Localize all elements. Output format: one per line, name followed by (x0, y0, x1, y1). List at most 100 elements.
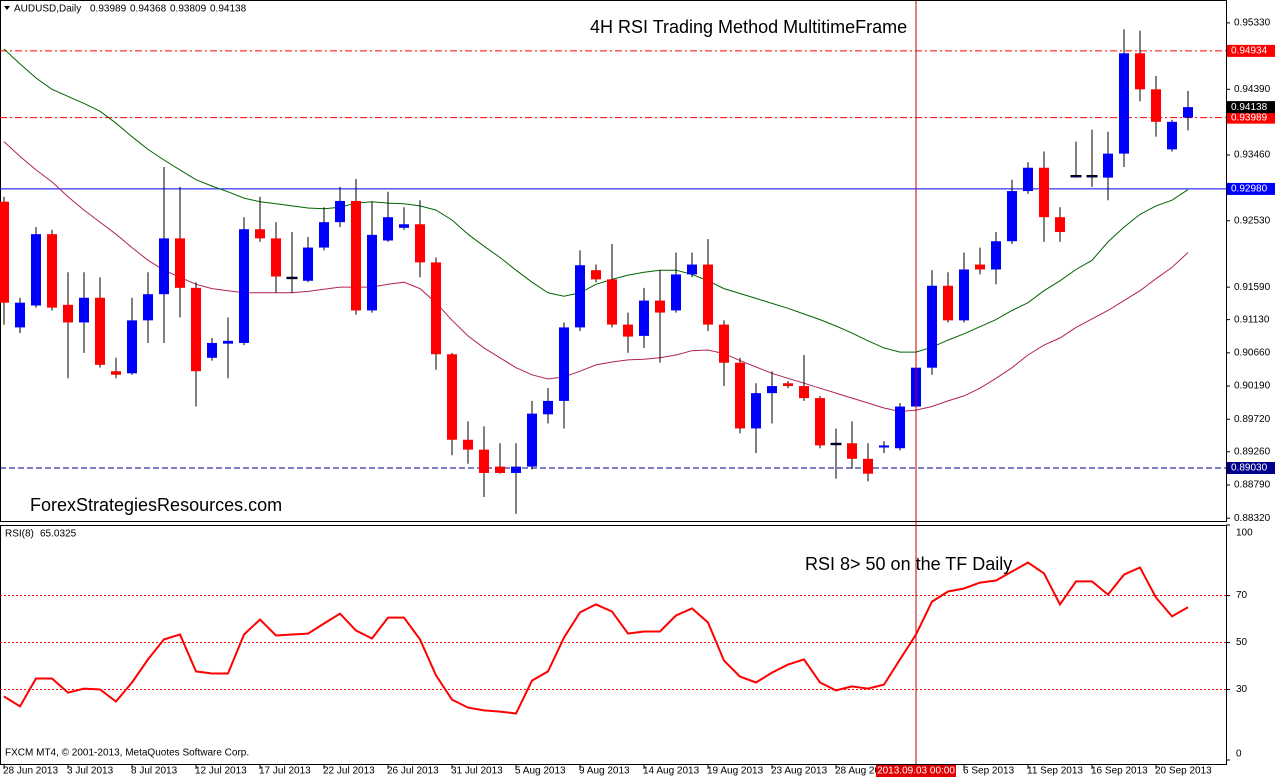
candle-body-down (719, 324, 729, 363)
moving-average (3, 141, 1189, 413)
x-tick-label: 26 Jul 2013 (387, 766, 439, 777)
candle-body-down (607, 279, 617, 325)
candle-body-up (79, 297, 89, 323)
candle-body-down (351, 200, 361, 311)
candle-body-up (575, 265, 585, 328)
y-tick-label: 0.89260 (1234, 446, 1271, 457)
candle-body-down (655, 300, 665, 313)
ohlc-open: 0.93989 (90, 4, 127, 15)
current-price-label: 0.94138 (1231, 102, 1268, 113)
y-tick-label: 0.90660 (1234, 347, 1271, 358)
candle-body-down (1055, 217, 1065, 233)
x-tick-label: 19 Aug 2013 (707, 766, 764, 777)
level-label: 0.92980 (1231, 184, 1268, 195)
candle-body-down (479, 449, 489, 473)
candle-body-down (975, 264, 985, 270)
candle-body-down (111, 371, 121, 375)
candle-body-up (1183, 107, 1193, 118)
candle-body-down (847, 443, 857, 459)
candle-body-up (879, 445, 889, 448)
candle-body-up (1070, 175, 1082, 178)
candle-body-up (127, 320, 137, 374)
x-tick-label: 8 Jul 2013 (131, 766, 178, 777)
watermark: ForexStrategiesResources.com (30, 495, 282, 515)
y-tick-label: 0.93460 (1234, 150, 1271, 161)
y-tick-label: 0.89720 (1234, 414, 1271, 425)
candle-body-up (1023, 167, 1033, 192)
y-tick-label: 0.92530 (1234, 215, 1271, 226)
level-marker (1227, 111, 1275, 124)
rsi-current: 65.0325 (40, 529, 77, 540)
candle-body-down (255, 229, 265, 239)
x-highlight (876, 765, 956, 777)
x-tick-label: 9 Aug 2013 (579, 766, 630, 777)
level-label: 0.93989 (1231, 112, 1268, 123)
y-tick-label: 0 (1236, 749, 1242, 760)
candle-body-up (830, 442, 842, 446)
candle-body-down (175, 238, 185, 288)
candle-body-down (47, 234, 57, 308)
candle-body-up (319, 222, 329, 248)
y-tick-label: 100 (1236, 528, 1253, 539)
candle-body-down (1151, 89, 1161, 122)
candle-body-up (959, 269, 969, 321)
level-marker (1227, 462, 1275, 475)
symbol-label: AUDUSD,Daily (14, 4, 81, 15)
rsi-annotation: RSI 8> 50 on the TF Daily (805, 554, 1012, 574)
candle-body-down (95, 297, 105, 365)
y-tick-label: 0.95330 (1234, 18, 1271, 29)
x-tick-label: 5 Aug 2013 (515, 766, 566, 777)
candle-body-up (1167, 121, 1177, 150)
rsi-line (3, 561, 1189, 715)
candle-body-up (223, 340, 233, 344)
candle-body-down (447, 354, 457, 440)
x-tick-label: 28 Jun 2013 (3, 766, 58, 777)
current-price-marker (1227, 101, 1275, 114)
x-tick-label: 6 Sep 2013 (963, 766, 1015, 777)
candle-body-down (591, 270, 601, 280)
ohlc-high: 0.94368 (130, 4, 167, 15)
candle-body-up (367, 234, 377, 311)
x-tick-label: 17 Jul 2013 (259, 766, 311, 777)
candle-body-up (671, 274, 681, 311)
y-tick-label: 0.90190 (1234, 381, 1271, 392)
candle-body-down (271, 238, 281, 277)
candle-body-down (495, 466, 505, 473)
candle-body-up (159, 238, 169, 295)
candle-body-up (383, 217, 393, 241)
level-label: 0.94934 (1231, 46, 1268, 57)
x-tick-label: 31 Jul 2013 (451, 766, 503, 777)
candle-body-down (863, 458, 873, 474)
footer: FXCM MT4, © 2001-2013, MetaQuotes Softwa… (5, 748, 249, 759)
candle-body-up (991, 241, 1001, 270)
candle-body-up (143, 294, 153, 321)
candle-body-up (751, 393, 761, 429)
candle-body-down (783, 383, 793, 387)
candle-body-up (303, 247, 313, 281)
y-tick-label: 70 (1236, 590, 1248, 601)
ohlc-close: 0.94138 (210, 4, 247, 15)
y-tick-label: 0.91590 (1234, 282, 1271, 293)
candle-body-up (527, 413, 537, 467)
candle-body-up (895, 406, 905, 449)
candle-body-up (1119, 53, 1129, 154)
candle-body-up (31, 234, 41, 306)
candle-body-up (335, 200, 345, 223)
y-tick-label: 30 (1236, 684, 1248, 695)
candle-body-down (735, 362, 745, 429)
candle-body-down (431, 262, 441, 355)
candle-body-down (623, 324, 633, 337)
y-tick-label: 50 (1236, 637, 1248, 648)
x-tick-label: 14 Aug 2013 (643, 766, 700, 777)
x-tick-label: 12 Jul 2013 (195, 766, 247, 777)
x-tick-label: 16 Sep 2013 (1091, 766, 1148, 777)
candle-body-up (1103, 153, 1113, 178)
x-tick-label: 28 Aug 2013 (835, 766, 892, 777)
candle-body-up (15, 302, 25, 328)
level-marker (1227, 182, 1275, 195)
x-tick-label: 11 Sep 2013 (1027, 766, 1083, 777)
level-marker (1227, 44, 1275, 57)
